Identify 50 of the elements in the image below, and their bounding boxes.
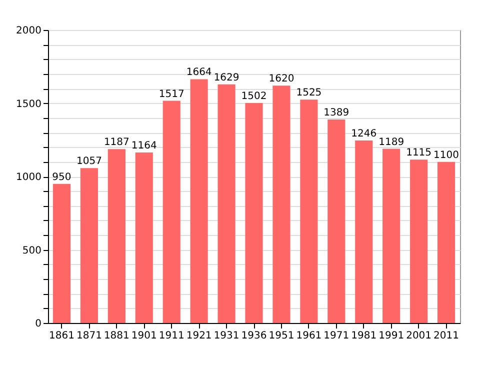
y-tick-label: 1500 [16,98,42,110]
data-label: 950 [52,172,72,183]
x-tick-label: 1961 [296,330,322,342]
data-label: 1115 [406,148,432,159]
bar [218,84,236,323]
data-label: 1246 [351,128,377,140]
x-tick-label: 1936 [241,330,267,342]
bar [382,148,400,323]
x-tick-label: 1911 [158,330,184,342]
data-label: 1502 [241,90,267,102]
bar [272,86,290,323]
data-label: 1517 [158,88,184,100]
x-tick-label: 1971 [324,330,350,342]
x-tick-label: 1931 [214,330,240,342]
bar [80,168,98,323]
bar [52,184,71,323]
bar [245,102,263,323]
data-label: 1525 [296,88,322,99]
y-tick-label: 1000 [16,172,42,183]
data-label: 1100 [434,150,459,161]
data-label: 1620 [268,74,294,85]
bar [437,162,456,323]
bar [355,140,373,323]
x-tick-label: 1991 [378,330,404,342]
data-label: 1057 [76,156,102,168]
bar [328,120,346,323]
y-tick-label: 2000 [16,26,42,36]
x-tick-label: 1901 [131,330,157,342]
x-tick-label: 2011 [434,330,459,342]
x-tick-label: 1951 [268,330,294,342]
x-tick-label: 2001 [406,330,432,342]
y-tick-label: 0 [35,318,42,330]
x-tick-label: 1871 [76,330,102,342]
data-label: 1164 [131,140,157,152]
y-tick-label: 500 [22,245,42,256]
data-label: 1187 [104,137,130,148]
bar [162,100,180,323]
data-label: 1664 [186,67,212,78]
bar [190,79,208,323]
x-tick-label: 1861 [49,330,74,342]
data-label: 1189 [378,136,404,148]
x-tick-label: 1921 [186,330,212,342]
bar [300,100,318,323]
data-label: 1629 [214,72,240,84]
x-tick-label: 1881 [104,330,130,342]
bar [108,149,126,323]
bar [135,152,153,323]
data-label: 1389 [324,108,350,119]
x-tick-label: 1981 [351,330,377,342]
bar [410,160,428,323]
